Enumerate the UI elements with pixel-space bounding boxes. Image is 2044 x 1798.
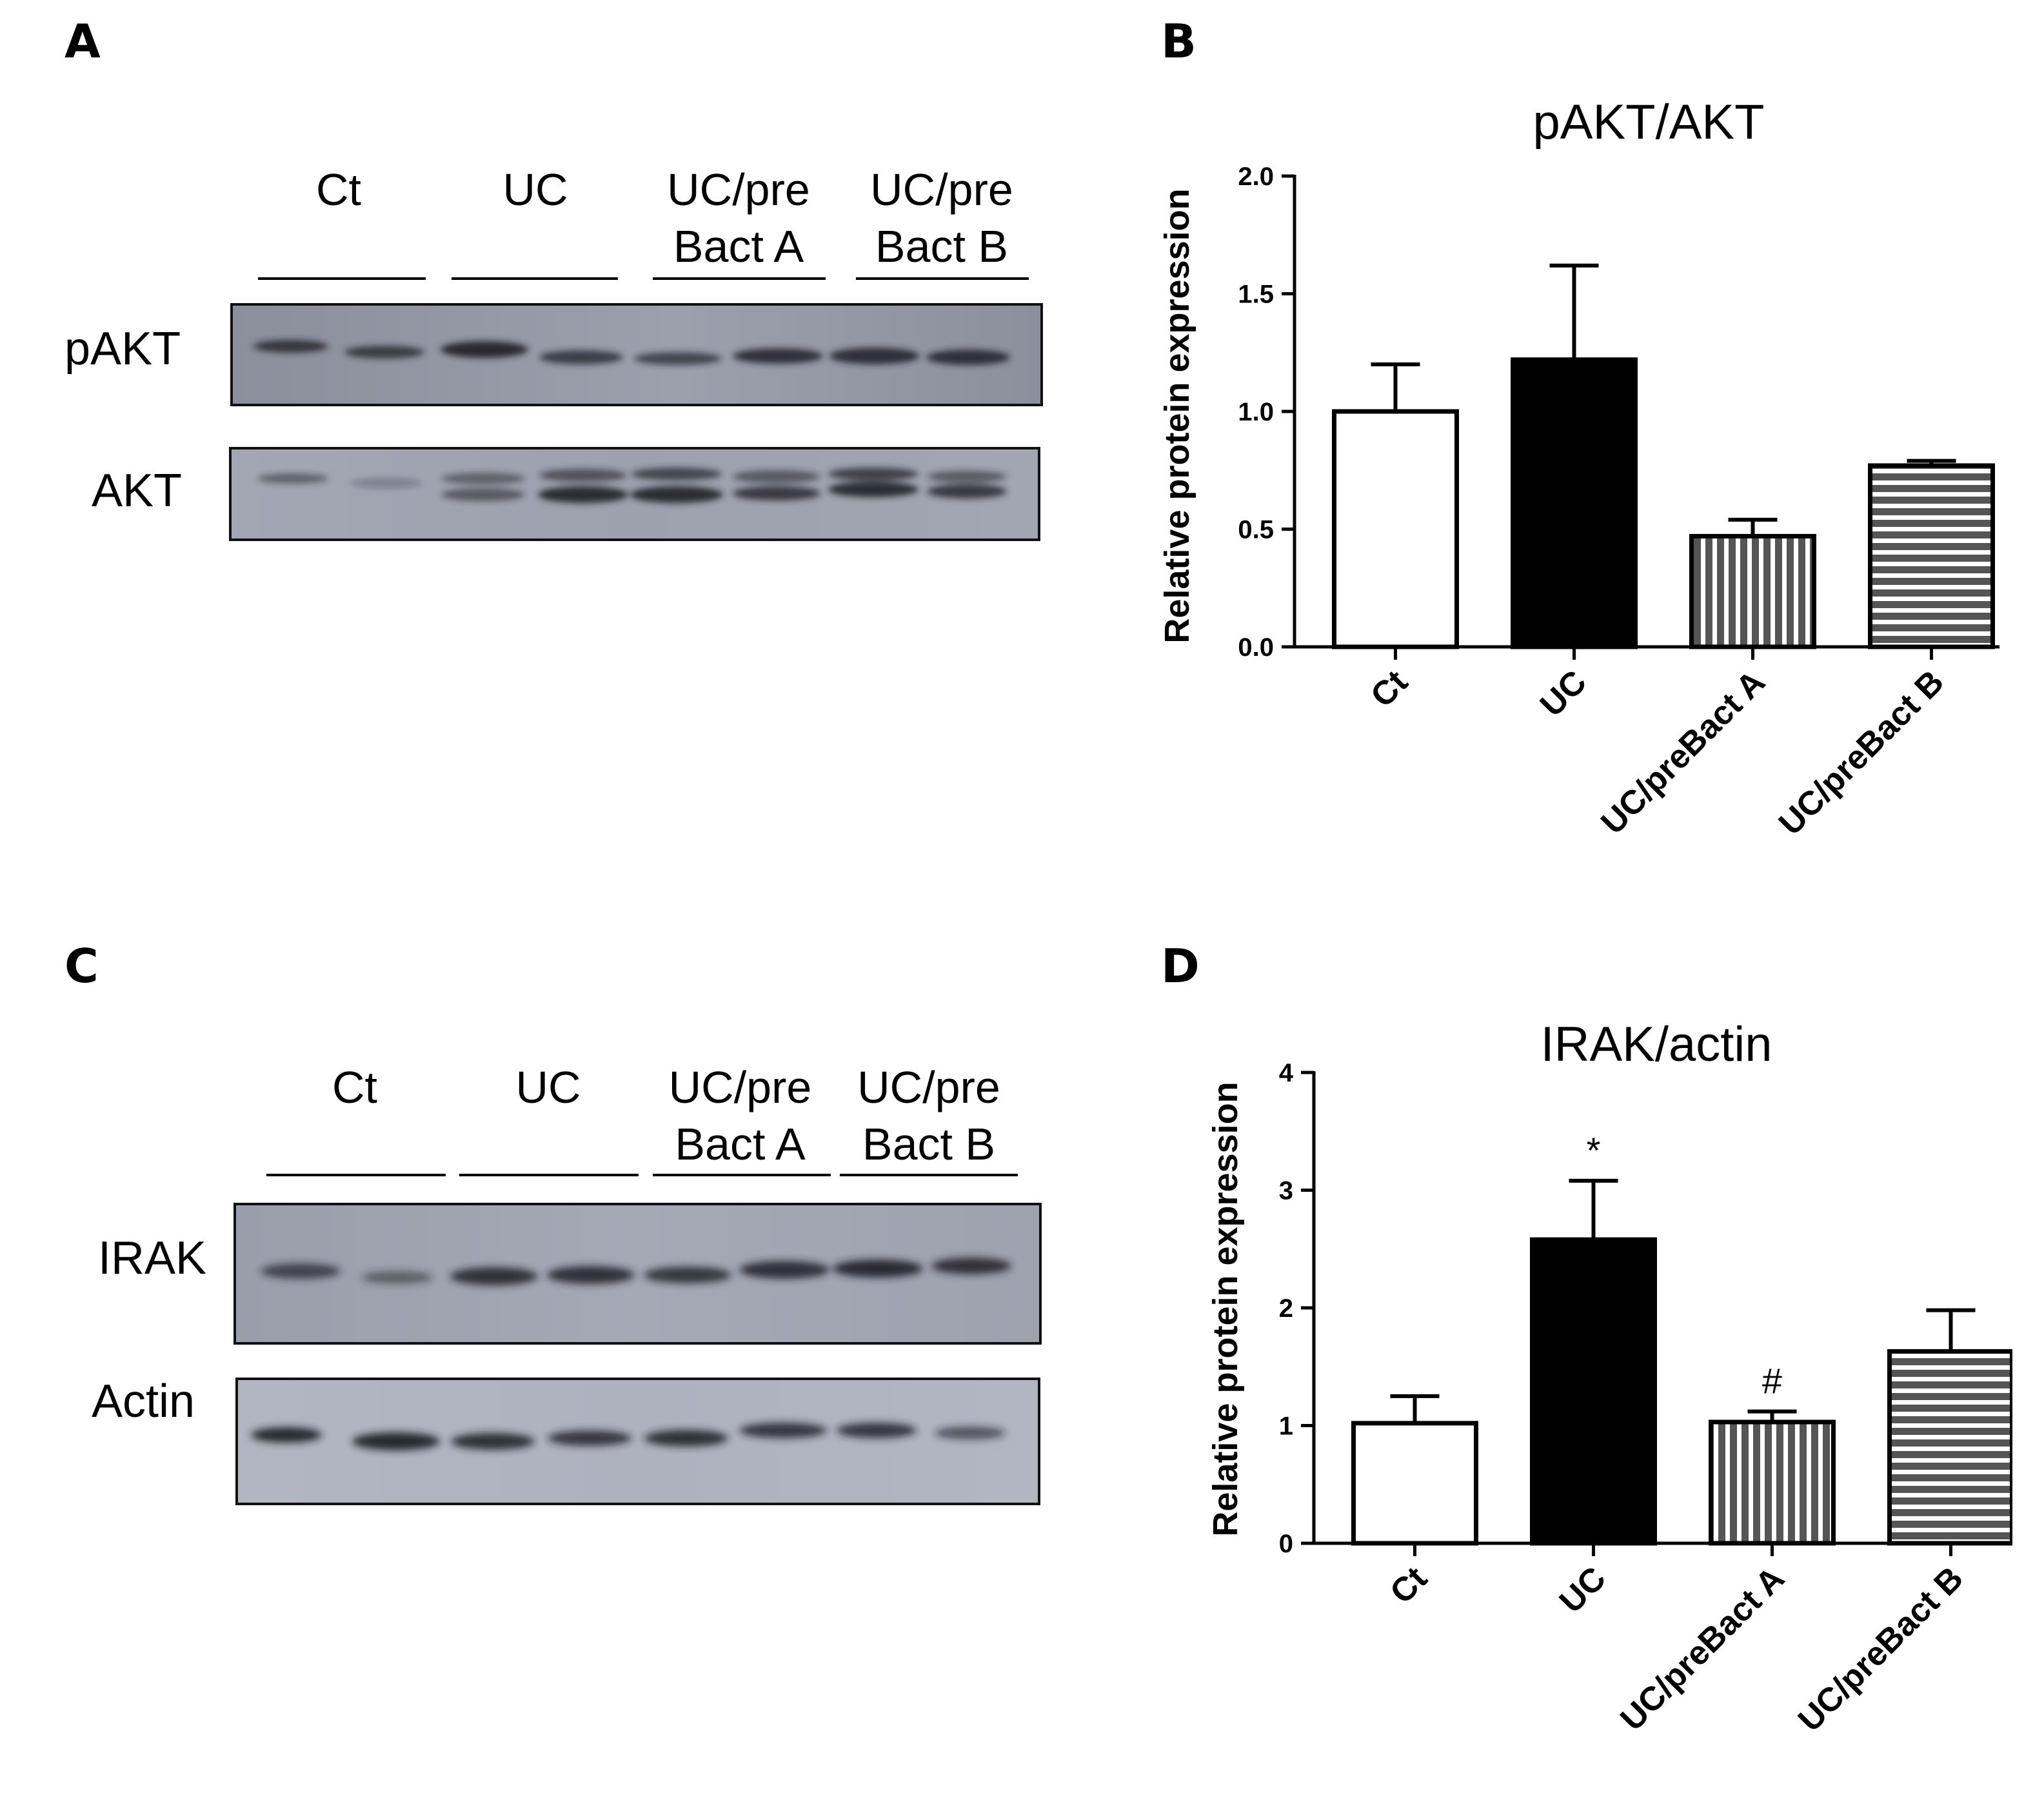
y-tick-label: 1.5: [1238, 281, 1274, 309]
blot-a-row-label-pakt: pAKT: [64, 323, 181, 375]
blot-a-group-line: [451, 277, 618, 280]
y-tick-label: 3: [1279, 1177, 1293, 1205]
y-axis-label: Relative protein expression: [1206, 1082, 1245, 1536]
blot-c-group-bact-b: UC/pre Bact B: [857, 1062, 1000, 1169]
blot-image-irak: [233, 1203, 1042, 1345]
bar: [1709, 1419, 1836, 1546]
bar-chart-pakt-akt: pAKT/AKT Relative protein expression 0.0…: [1158, 95, 1999, 842]
blot-a-group-bact-a: UC/pre Bact A: [667, 164, 810, 272]
significance-marker: #: [1762, 1361, 1782, 1401]
blot-bands-actin: [251, 1423, 1006, 1450]
x-tick-label: UC/preBact A: [1613, 1559, 1792, 1738]
x-tick-label: UC/preBact B: [1772, 663, 1951, 842]
blot-a-row-label-akt: AKT: [92, 465, 183, 517]
y-tick-label: 0.0: [1238, 633, 1274, 662]
x-tick-label: Ct: [1364, 663, 1415, 715]
bar: [1332, 409, 1459, 649]
blot-a-group-ct: Ct: [316, 164, 361, 215]
blot-a-group-bact-b: UC/pre Bact B: [870, 164, 1013, 272]
blot-c-group-line: [266, 1174, 446, 1176]
x-tick-label: UC: [1533, 663, 1594, 724]
x-tick-label: UC/preBact A: [1594, 663, 1772, 842]
y-tick-label: 1.0: [1238, 398, 1274, 426]
panel-letter-b: B: [1161, 14, 1196, 68]
blot-image-actin: [235, 1378, 1040, 1505]
y-tick-label: 2.0: [1238, 163, 1274, 191]
blot-c-group-line: [840, 1174, 1018, 1176]
panel-letter-a: A: [64, 14, 101, 68]
blot-a-group-line: [653, 277, 826, 280]
bar: [1868, 463, 1995, 649]
bar: [1887, 1349, 2012, 1546]
blot-a-group-line: [856, 277, 1029, 280]
blot-c-row-label-actin: Actin: [92, 1376, 195, 1427]
panel-letter-d: D: [1161, 939, 1200, 993]
significance-marker: *: [1587, 1130, 1601, 1171]
blot-c-group-line: [459, 1174, 639, 1176]
blot-a-group-uc: UC: [502, 164, 568, 215]
blot-bands-irak: [261, 1258, 1011, 1285]
blot-c-group-uc: UC: [515, 1062, 581, 1112]
bar-chart-irak-actin: IRAK/actin Relative protein expression 0…: [1206, 1017, 2012, 1739]
blot-a-group-line: [258, 277, 426, 280]
x-tick-label: UC: [1553, 1559, 1613, 1620]
y-axis-label: Relative protein expression: [1158, 188, 1196, 643]
bar: [1530, 1237, 1657, 1546]
blot-c-group-bact-a: UC/pre Bact A: [668, 1062, 812, 1169]
y-tick-label: 4: [1279, 1059, 1294, 1087]
y-tick-label: 0: [1279, 1530, 1293, 1558]
blot-bands-pakt: [253, 340, 1010, 365]
bar: [1351, 1421, 1478, 1546]
blot-panel-c: Ct UC UC/pre Bact A UC/pre Bact B IRAK A…: [0, 890, 1064, 1535]
y-tick-label: 0.5: [1238, 516, 1274, 544]
bar: [1689, 533, 1816, 649]
blot-c-group-line: [653, 1174, 831, 1176]
blot-c-row-label-irak: IRAK: [98, 1232, 207, 1284]
blot-image-pakt: [230, 303, 1043, 406]
x-tick-label: Ct: [1383, 1559, 1434, 1611]
bar: [1511, 357, 1638, 649]
y-tick-label: 2: [1279, 1294, 1293, 1323]
blot-bands-akt: [257, 468, 1007, 503]
chart-title: IRAK/actin: [1540, 1017, 1772, 1072]
x-tick-label: UC/preBact B: [1791, 1559, 1970, 1739]
panel-letter-c: C: [64, 939, 99, 993]
blot-image-akt: [229, 447, 1040, 541]
blot-panel-a: Ct UC UC/pre Bact A UC/pre Bact B pAKT A…: [0, 0, 1064, 580]
blot-c-group-ct: Ct: [332, 1062, 377, 1112]
y-tick-label: 1: [1279, 1412, 1293, 1441]
chart-title: pAKT/AKT: [1533, 95, 1765, 150]
